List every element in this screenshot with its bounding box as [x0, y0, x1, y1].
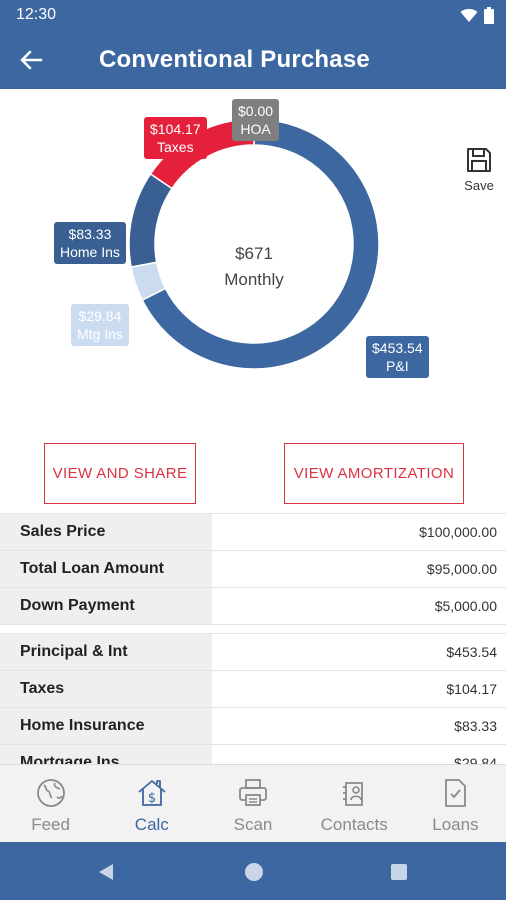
nav-label-contacts: Contacts	[320, 815, 388, 834]
system-recents-icon[interactable]	[390, 863, 408, 881]
row-label: Taxes	[0, 671, 212, 707]
payment-breakdown-table: Principal & Int $453.54 Taxes $104.17 Ho…	[0, 633, 506, 782]
row-value: $104.17	[446, 681, 497, 697]
app-bar: Conventional Purchase	[0, 31, 506, 89]
callout-hoa-label: HOA	[240, 121, 271, 137]
callout-taxes-label: Taxes	[157, 139, 194, 155]
callout-home-ins: $83.33 Home Ins	[54, 222, 126, 264]
nav-item-calc[interactable]: $ Calc	[101, 765, 202, 842]
row-label: Total Loan Amount	[0, 551, 212, 587]
callout-mtg-ins-label: Mtg Ins	[77, 326, 123, 342]
house-dollar-icon: $	[138, 780, 166, 806]
floppy-disk-icon	[467, 148, 491, 172]
callout-hoa: $0.00 HOA	[232, 99, 280, 141]
table-row: Sales Price $100,000.00	[0, 514, 506, 551]
system-navigation-bar	[0, 842, 506, 900]
row-value: $95,000.00	[426, 561, 497, 577]
callout-mtg-ins: $29.84 Mtg Ins	[71, 304, 129, 346]
status-bar: 12:30	[0, 0, 506, 31]
table-row: Total Loan Amount $95,000.00	[0, 551, 506, 588]
system-back-icon[interactable]	[97, 863, 115, 881]
callout-pi: $453.54 P&I	[366, 336, 429, 378]
table-row: Home Insurance $83.33	[0, 708, 506, 745]
callout-hoa-value: $0.00	[238, 103, 274, 119]
chart-center-label: Monthly	[224, 270, 284, 289]
wifi-icon	[460, 8, 478, 22]
row-value: $100,000.00	[419, 524, 497, 540]
back-button[interactable]	[14, 45, 48, 75]
row-label: Principal & Int	[0, 634, 212, 670]
callout-pi-value: $453.54	[372, 340, 423, 356]
nav-label-scan: Scan	[233, 815, 273, 834]
nav-label-calc: Calc	[134, 815, 169, 834]
nav-label-loans: Loans	[432, 815, 479, 834]
callout-taxes-value: $104.17	[150, 121, 201, 137]
nav-item-scan[interactable]: Scan	[202, 765, 303, 842]
table-row: Taxes $104.17	[0, 671, 506, 708]
arrow-left-icon	[20, 50, 43, 70]
view-amortization-button[interactable]: VIEW AMORTIZATION	[284, 443, 464, 504]
document-check-icon	[445, 779, 467, 807]
save-label: Save	[464, 178, 494, 193]
callout-pi-label: P&I	[386, 358, 409, 374]
nav-item-contacts[interactable]: Contacts	[304, 765, 405, 842]
donut-slice-home-ins	[128, 172, 174, 268]
row-value: $453.54	[446, 644, 497, 660]
row-label: Home Insurance	[0, 708, 212, 744]
donut-slice-p-i	[141, 118, 380, 370]
save-button[interactable]: Save	[460, 146, 498, 193]
table-row: Down Payment $5,000.00	[0, 588, 506, 625]
svg-text:$: $	[148, 791, 156, 806]
payment-chart: $671 Monthly $0.00 HOA $104.17 Taxes $83…	[0, 89, 506, 429]
nav-item-feed[interactable]: Feed	[0, 765, 101, 842]
printer-icon	[239, 779, 267, 806]
battery-icon	[484, 7, 494, 24]
callout-mtg-ins-value: $29.84	[78, 308, 122, 324]
globe-icon	[36, 779, 65, 807]
callout-taxes: $104.17 Taxes	[144, 117, 207, 159]
nav-item-loans[interactable]: Loans	[405, 765, 506, 842]
status-time: 12:30	[16, 6, 57, 23]
loan-summary-table: Sales Price $100,000.00 Total Loan Amoun…	[0, 513, 506, 625]
contacts-icon	[343, 782, 364, 806]
row-label: Sales Price	[0, 514, 212, 550]
system-home-icon[interactable]	[243, 861, 265, 883]
nav-label-feed: Feed	[31, 815, 70, 834]
row-label: Down Payment	[0, 588, 212, 624]
callout-home-ins-label: Home Ins	[60, 244, 120, 260]
chart-center-amount: $671	[235, 244, 273, 263]
row-value: $5,000.00	[434, 598, 497, 614]
view-and-share-button[interactable]: VIEW AND SHARE	[44, 443, 196, 504]
table-row: Principal & Int $453.54	[0, 634, 506, 671]
page-title: Conventional Purchase	[99, 46, 370, 73]
callout-home-ins-value: $83.33	[68, 226, 112, 242]
bottom-navigation: Feed $ Calc Scan Contacts Loans	[0, 764, 506, 842]
row-value: $83.33	[454, 718, 497, 734]
